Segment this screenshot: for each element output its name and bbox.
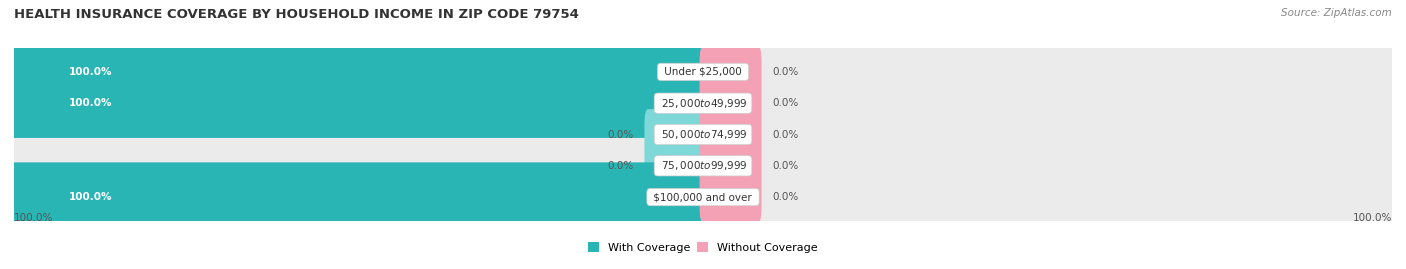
Text: $50,000 to $74,999: $50,000 to $74,999 — [658, 128, 748, 141]
FancyBboxPatch shape — [8, 68, 1398, 138]
Text: 0.0%: 0.0% — [772, 129, 799, 140]
FancyBboxPatch shape — [8, 131, 1398, 201]
FancyBboxPatch shape — [8, 100, 1398, 169]
Text: 100.0%: 100.0% — [69, 67, 112, 77]
Text: Under $25,000: Under $25,000 — [661, 67, 745, 77]
Text: 0.0%: 0.0% — [772, 192, 799, 202]
FancyBboxPatch shape — [700, 78, 762, 129]
FancyBboxPatch shape — [8, 68, 709, 138]
FancyBboxPatch shape — [700, 140, 762, 191]
Text: 0.0%: 0.0% — [772, 98, 799, 108]
Text: 100.0%: 100.0% — [1353, 213, 1392, 223]
Text: 0.0%: 0.0% — [607, 129, 634, 140]
FancyBboxPatch shape — [8, 162, 1398, 232]
Text: Source: ZipAtlas.com: Source: ZipAtlas.com — [1281, 8, 1392, 18]
Text: 0.0%: 0.0% — [772, 161, 799, 171]
Text: $100,000 and over: $100,000 and over — [651, 192, 755, 202]
FancyBboxPatch shape — [8, 162, 709, 232]
Text: 0.0%: 0.0% — [607, 161, 634, 171]
Text: 0.0%: 0.0% — [772, 67, 799, 77]
Text: 100.0%: 100.0% — [14, 213, 53, 223]
Text: $75,000 to $99,999: $75,000 to $99,999 — [658, 159, 748, 172]
Text: HEALTH INSURANCE COVERAGE BY HOUSEHOLD INCOME IN ZIP CODE 79754: HEALTH INSURANCE COVERAGE BY HOUSEHOLD I… — [14, 8, 579, 21]
Text: $25,000 to $49,999: $25,000 to $49,999 — [658, 97, 748, 110]
FancyBboxPatch shape — [700, 47, 762, 97]
FancyBboxPatch shape — [8, 37, 1398, 107]
FancyBboxPatch shape — [8, 37, 709, 107]
FancyBboxPatch shape — [700, 172, 762, 222]
FancyBboxPatch shape — [644, 109, 706, 160]
FancyBboxPatch shape — [700, 109, 762, 160]
FancyBboxPatch shape — [644, 140, 706, 191]
Text: 100.0%: 100.0% — [69, 192, 112, 202]
Text: 100.0%: 100.0% — [69, 98, 112, 108]
Legend: With Coverage, Without Coverage: With Coverage, Without Coverage — [588, 242, 818, 253]
